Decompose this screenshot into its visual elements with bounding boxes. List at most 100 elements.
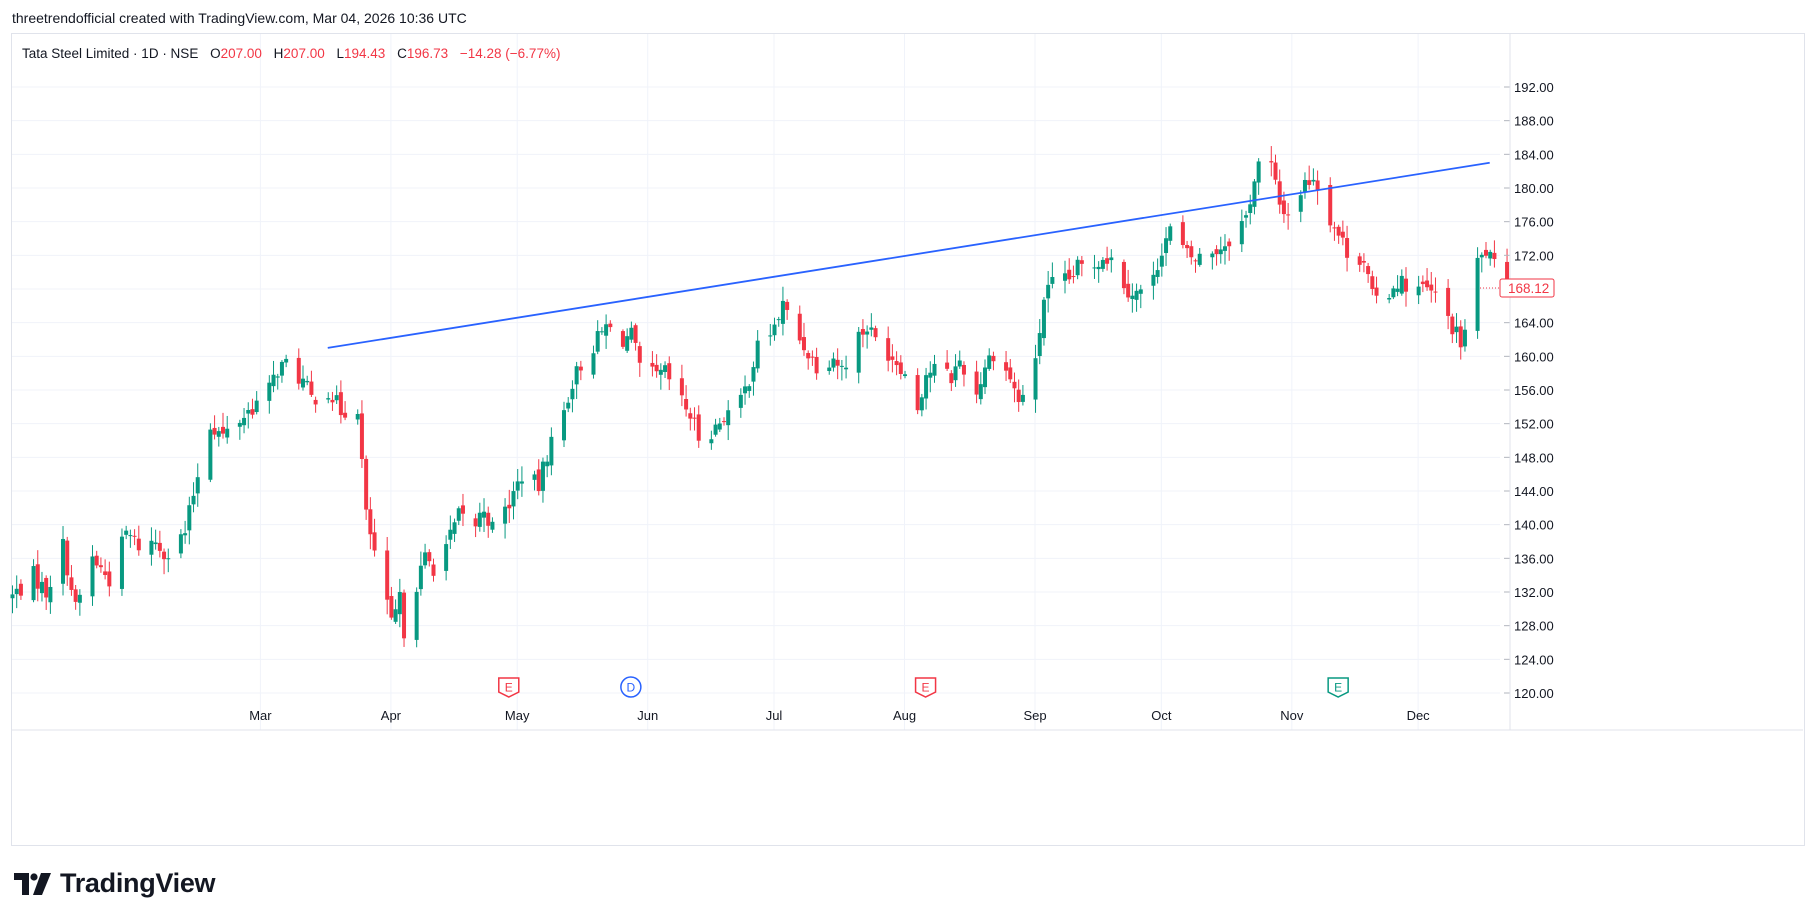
candle[interactable] [924,367,929,410]
candle[interactable] [562,401,567,448]
candle[interactable] [195,463,200,507]
candle[interactable] [1433,277,1438,303]
candle[interactable] [418,551,423,596]
candle[interactable] [991,351,996,371]
candle[interactable] [1130,283,1135,313]
candle[interactable] [1345,225,1350,272]
candle[interactable] [1387,294,1392,304]
candle[interactable] [279,360,284,383]
candle[interactable] [1193,258,1198,273]
candle[interactable] [309,370,314,397]
candle[interactable] [785,299,790,320]
candle[interactable] [894,351,899,376]
candle[interactable] [1420,275,1425,293]
candle[interactable] [1273,154,1278,185]
candle[interactable] [77,589,82,616]
candle[interactable] [448,515,453,549]
candle[interactable] [620,329,625,349]
candle[interactable] [1399,269,1404,296]
candle[interactable] [1126,269,1131,302]
candle[interactable] [860,319,865,348]
candle[interactable] [1012,372,1017,403]
candle[interactable] [1151,261,1156,300]
candle[interactable] [839,359,844,381]
candle[interactable] [1281,191,1286,223]
candle[interactable] [300,365,305,391]
candle[interactable] [844,355,849,379]
candle[interactable] [726,400,731,441]
candle[interactable] [1454,313,1459,343]
candle[interactable] [721,417,726,426]
candle[interactable] [14,575,19,609]
candle[interactable] [650,351,655,377]
candle[interactable] [490,517,495,533]
candle[interactable] [1168,223,1173,245]
candle[interactable] [595,320,600,355]
candle[interactable] [1109,249,1114,273]
candle[interactable] [35,550,40,602]
candle[interactable] [566,397,571,413]
candle[interactable] [1185,240,1190,258]
candle[interactable] [250,398,255,419]
candle[interactable] [869,313,874,337]
candle[interactable] [865,325,870,349]
candle[interactable] [69,565,74,596]
candle[interactable] [1244,210,1249,228]
candle[interactable] [385,537,390,615]
candle[interactable] [73,584,78,610]
candle[interactable] [738,388,743,418]
candle[interactable] [983,359,988,395]
candle[interactable] [460,493,465,527]
candle[interactable] [1429,271,1434,303]
candle[interactable] [1332,221,1337,241]
candle[interactable] [482,498,487,532]
candle[interactable] [1311,168,1316,186]
candle[interactable] [61,526,66,596]
candle[interactable] [768,323,773,346]
candle[interactable] [389,586,394,620]
candle[interactable] [1227,238,1232,261]
candle[interactable] [949,370,954,392]
candle[interactable] [625,328,630,353]
candle[interactable] [919,393,924,417]
candle[interactable] [1189,240,1194,265]
candle[interactable] [903,370,908,379]
candle[interactable] [827,360,832,375]
candle[interactable] [1155,258,1160,284]
candle[interactable] [359,400,364,468]
candle[interactable] [503,498,508,539]
candle[interactable] [132,529,137,546]
candle[interactable] [679,364,684,407]
candle[interactable] [608,320,613,332]
candle[interactable] [1037,319,1042,365]
candle[interactable] [166,548,171,573]
candle[interactable] [39,571,44,602]
candle[interactable] [153,529,158,550]
candle[interactable] [604,314,609,349]
candle[interactable] [831,352,836,372]
candle[interactable] [570,380,575,413]
candle[interactable] [806,350,811,370]
candle[interactable] [237,419,242,440]
candle[interactable] [1425,268,1430,291]
candle[interactable] [1315,170,1320,205]
earnings-marker[interactable]: E [498,677,520,698]
candle[interactable] [713,418,718,437]
candle[interactable] [254,391,259,415]
candle[interactable] [187,496,192,545]
candle[interactable] [658,363,663,390]
candle[interactable] [90,545,95,606]
candle[interactable] [183,520,188,544]
candle[interactable] [1446,279,1451,330]
candle[interactable] [208,423,213,483]
candle[interactable] [1357,252,1362,272]
candle[interactable] [313,396,318,413]
candle[interactable] [221,412,225,439]
candle[interactable] [486,506,491,538]
candle[interactable] [246,402,251,429]
candle[interactable] [663,361,668,378]
candle[interactable] [414,587,419,648]
candle[interactable] [65,536,70,586]
candle[interactable] [427,549,432,567]
candle[interactable] [1075,256,1080,280]
